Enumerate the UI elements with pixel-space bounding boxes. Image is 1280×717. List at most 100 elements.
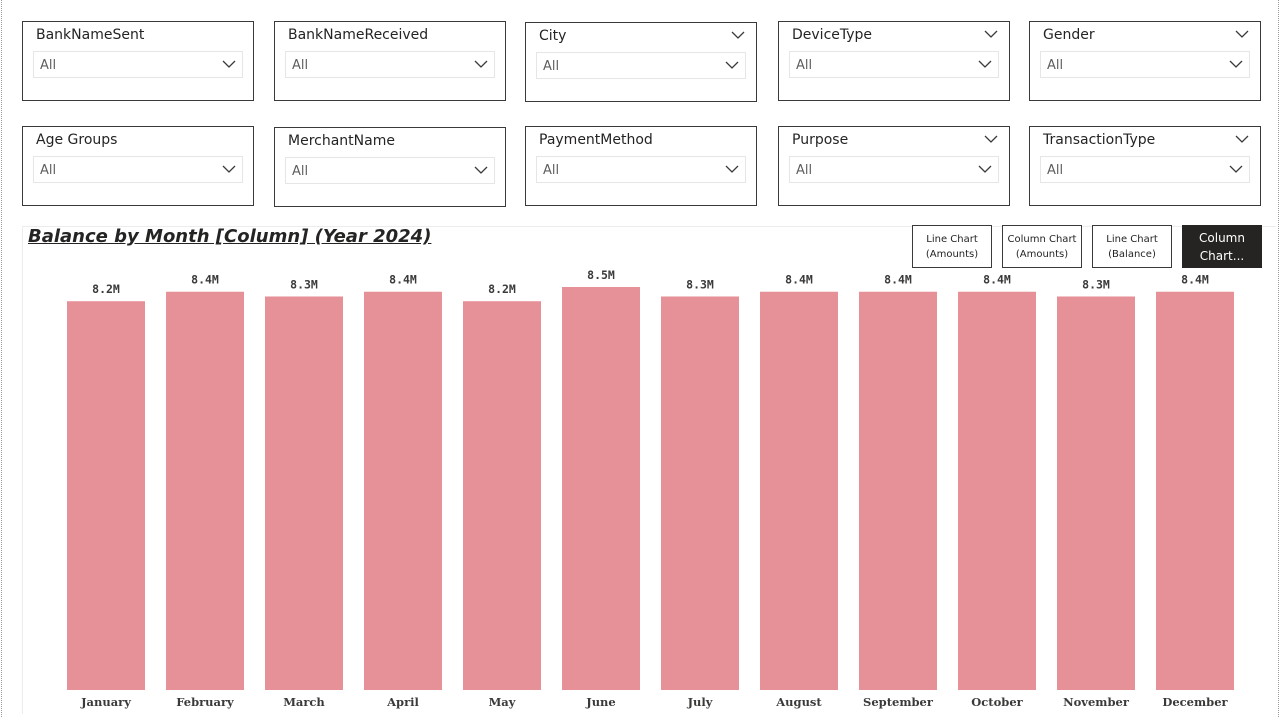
bar-february[interactable] — [166, 291, 244, 690]
chevron-down-icon[interactable] — [730, 28, 746, 42]
slicer-purpose[interactable]: Purpose All — [778, 126, 1010, 206]
slicer-title: BankNameReceived — [288, 27, 429, 43]
slicer-value: All — [796, 163, 813, 178]
data-label-october: 8.4M — [983, 273, 1011, 287]
slicer-value: All — [796, 58, 813, 73]
bar-march[interactable] — [265, 296, 343, 690]
bar-november[interactable] — [1057, 296, 1135, 690]
slicer-value: All — [40, 163, 57, 178]
x-tick-label-april: April — [386, 695, 419, 709]
slicer-gender[interactable]: Gender All — [1029, 21, 1261, 101]
slicer-value: All — [543, 59, 560, 74]
x-tick-label-september: September — [863, 695, 934, 709]
x-tick-label-november: November — [1063, 695, 1130, 709]
slicer-dropdown[interactable]: All — [1040, 156, 1250, 183]
bar-october[interactable] — [958, 291, 1036, 690]
chevron-down-icon[interactable] — [977, 162, 993, 176]
x-tick-label-july: July — [687, 695, 713, 709]
bar-july[interactable] — [661, 296, 739, 690]
slicer-dropdown[interactable]: All — [33, 51, 243, 78]
x-tick-label-march: March — [283, 695, 325, 709]
data-label-november: 8.3M — [1082, 277, 1110, 291]
chevron-down-icon[interactable] — [724, 58, 740, 72]
chevron-down-icon[interactable] — [221, 57, 237, 71]
slicer-device-type[interactable]: DeviceType All — [778, 21, 1010, 101]
slicer-dropdown[interactable]: All — [536, 52, 746, 79]
slicer-value: All — [543, 163, 560, 178]
bar-september[interactable] — [859, 291, 937, 690]
chevron-down-icon[interactable] — [473, 57, 489, 71]
data-label-february: 8.4M — [191, 273, 219, 287]
button-label-line1: Column Chart — [1007, 233, 1077, 245]
slicer-payment-method[interactable]: PaymentMethod All — [525, 126, 757, 206]
x-tick-label-may: May — [489, 695, 516, 709]
slicer-title: MerchantName — [288, 133, 395, 149]
bar-june[interactable] — [562, 287, 640, 690]
chart-title: Balance by Month [Column] (Year 2024) — [28, 226, 432, 247]
slicer-age-groups[interactable]: Age Groups All — [22, 126, 254, 206]
chevron-down-icon[interactable] — [1228, 162, 1244, 176]
slicer-city[interactable]: City All — [525, 22, 757, 102]
slicer-dropdown[interactable]: All — [1040, 51, 1250, 78]
chevron-down-icon[interactable] — [983, 27, 999, 41]
slicer-title: Gender — [1043, 27, 1095, 43]
chevron-down-icon[interactable] — [1234, 132, 1250, 146]
chevron-down-icon[interactable] — [221, 162, 237, 176]
chevron-down-icon[interactable] — [1228, 57, 1244, 71]
data-label-march: 8.3M — [290, 277, 318, 291]
x-tick-label-january: January — [80, 695, 131, 709]
button-label-line2: (Amounts) — [1015, 248, 1069, 260]
column-chart-balance-button[interactable]: Column Chart... — [1182, 225, 1262, 268]
chevron-down-icon[interactable] — [473, 163, 489, 177]
button-label-line1: Line Chart — [926, 233, 978, 245]
data-label-june: 8.5M — [587, 268, 615, 282]
slicer-dropdown[interactable]: All — [789, 51, 999, 78]
slicer-merchant-name[interactable]: MerchantName All — [274, 127, 506, 207]
bar-august[interactable] — [760, 291, 838, 690]
slicer-bank-name-received[interactable]: BankNameReceived All — [274, 21, 506, 101]
bar-december[interactable] — [1156, 291, 1234, 690]
slicer-value: All — [292, 164, 309, 179]
data-label-april: 8.4M — [389, 273, 417, 287]
x-tick-label-february: February — [176, 695, 234, 709]
bar-may[interactable] — [463, 301, 541, 690]
slicer-dropdown[interactable]: All — [285, 157, 495, 184]
line-chart-balance-button[interactable]: Line Chart (Balance) — [1092, 225, 1172, 268]
slicer-dropdown[interactable]: All — [33, 156, 243, 183]
data-label-january: 8.2M — [92, 282, 120, 296]
column-chart-amounts-button[interactable]: Column Chart (Amounts) — [1002, 225, 1082, 268]
line-chart-amounts-button[interactable]: Line Chart (Amounts) — [912, 225, 992, 268]
bar-april[interactable] — [364, 291, 442, 690]
slicer-dropdown[interactable]: All — [789, 156, 999, 183]
slicer-title: Age Groups — [36, 132, 118, 148]
button-label-line2: (Amounts) — [925, 248, 979, 260]
data-label-may: 8.2M — [488, 282, 516, 296]
slicer-dropdown[interactable]: All — [536, 156, 746, 183]
slicer-title: City — [539, 28, 567, 44]
x-tick-label-december: December — [1162, 695, 1228, 709]
slicer-title: Purpose — [792, 132, 849, 148]
slicer-title: PaymentMethod — [539, 132, 653, 148]
slicer-title: BankNameSent — [36, 27, 145, 43]
button-label-line1: Line Chart — [1106, 233, 1158, 245]
data-label-july: 8.3M — [686, 277, 714, 291]
slicer-transaction-type[interactable]: TransactionType All — [1029, 126, 1261, 206]
button-label-line1: Column — [1199, 230, 1245, 245]
slicer-value: All — [292, 58, 309, 73]
x-tick-label-october: October — [971, 695, 1023, 709]
data-label-september: 8.4M — [884, 273, 912, 287]
slicer-value: All — [40, 58, 57, 73]
slicer-value: All — [1047, 163, 1064, 178]
x-tick-label-june: June — [585, 695, 615, 709]
slicer-value: All — [1047, 58, 1064, 73]
chevron-down-icon[interactable] — [977, 57, 993, 71]
chevron-down-icon[interactable] — [983, 132, 999, 146]
chart-panel — [22, 226, 1276, 714]
slicer-bank-name-sent[interactable]: BankNameSent All — [22, 21, 254, 101]
button-label-line2: (Balance) — [1108, 248, 1156, 260]
bar-january[interactable] — [67, 301, 145, 690]
slicer-dropdown[interactable]: All — [285, 51, 495, 78]
chevron-down-icon[interactable] — [724, 162, 740, 176]
chevron-down-icon[interactable] — [1234, 27, 1250, 41]
